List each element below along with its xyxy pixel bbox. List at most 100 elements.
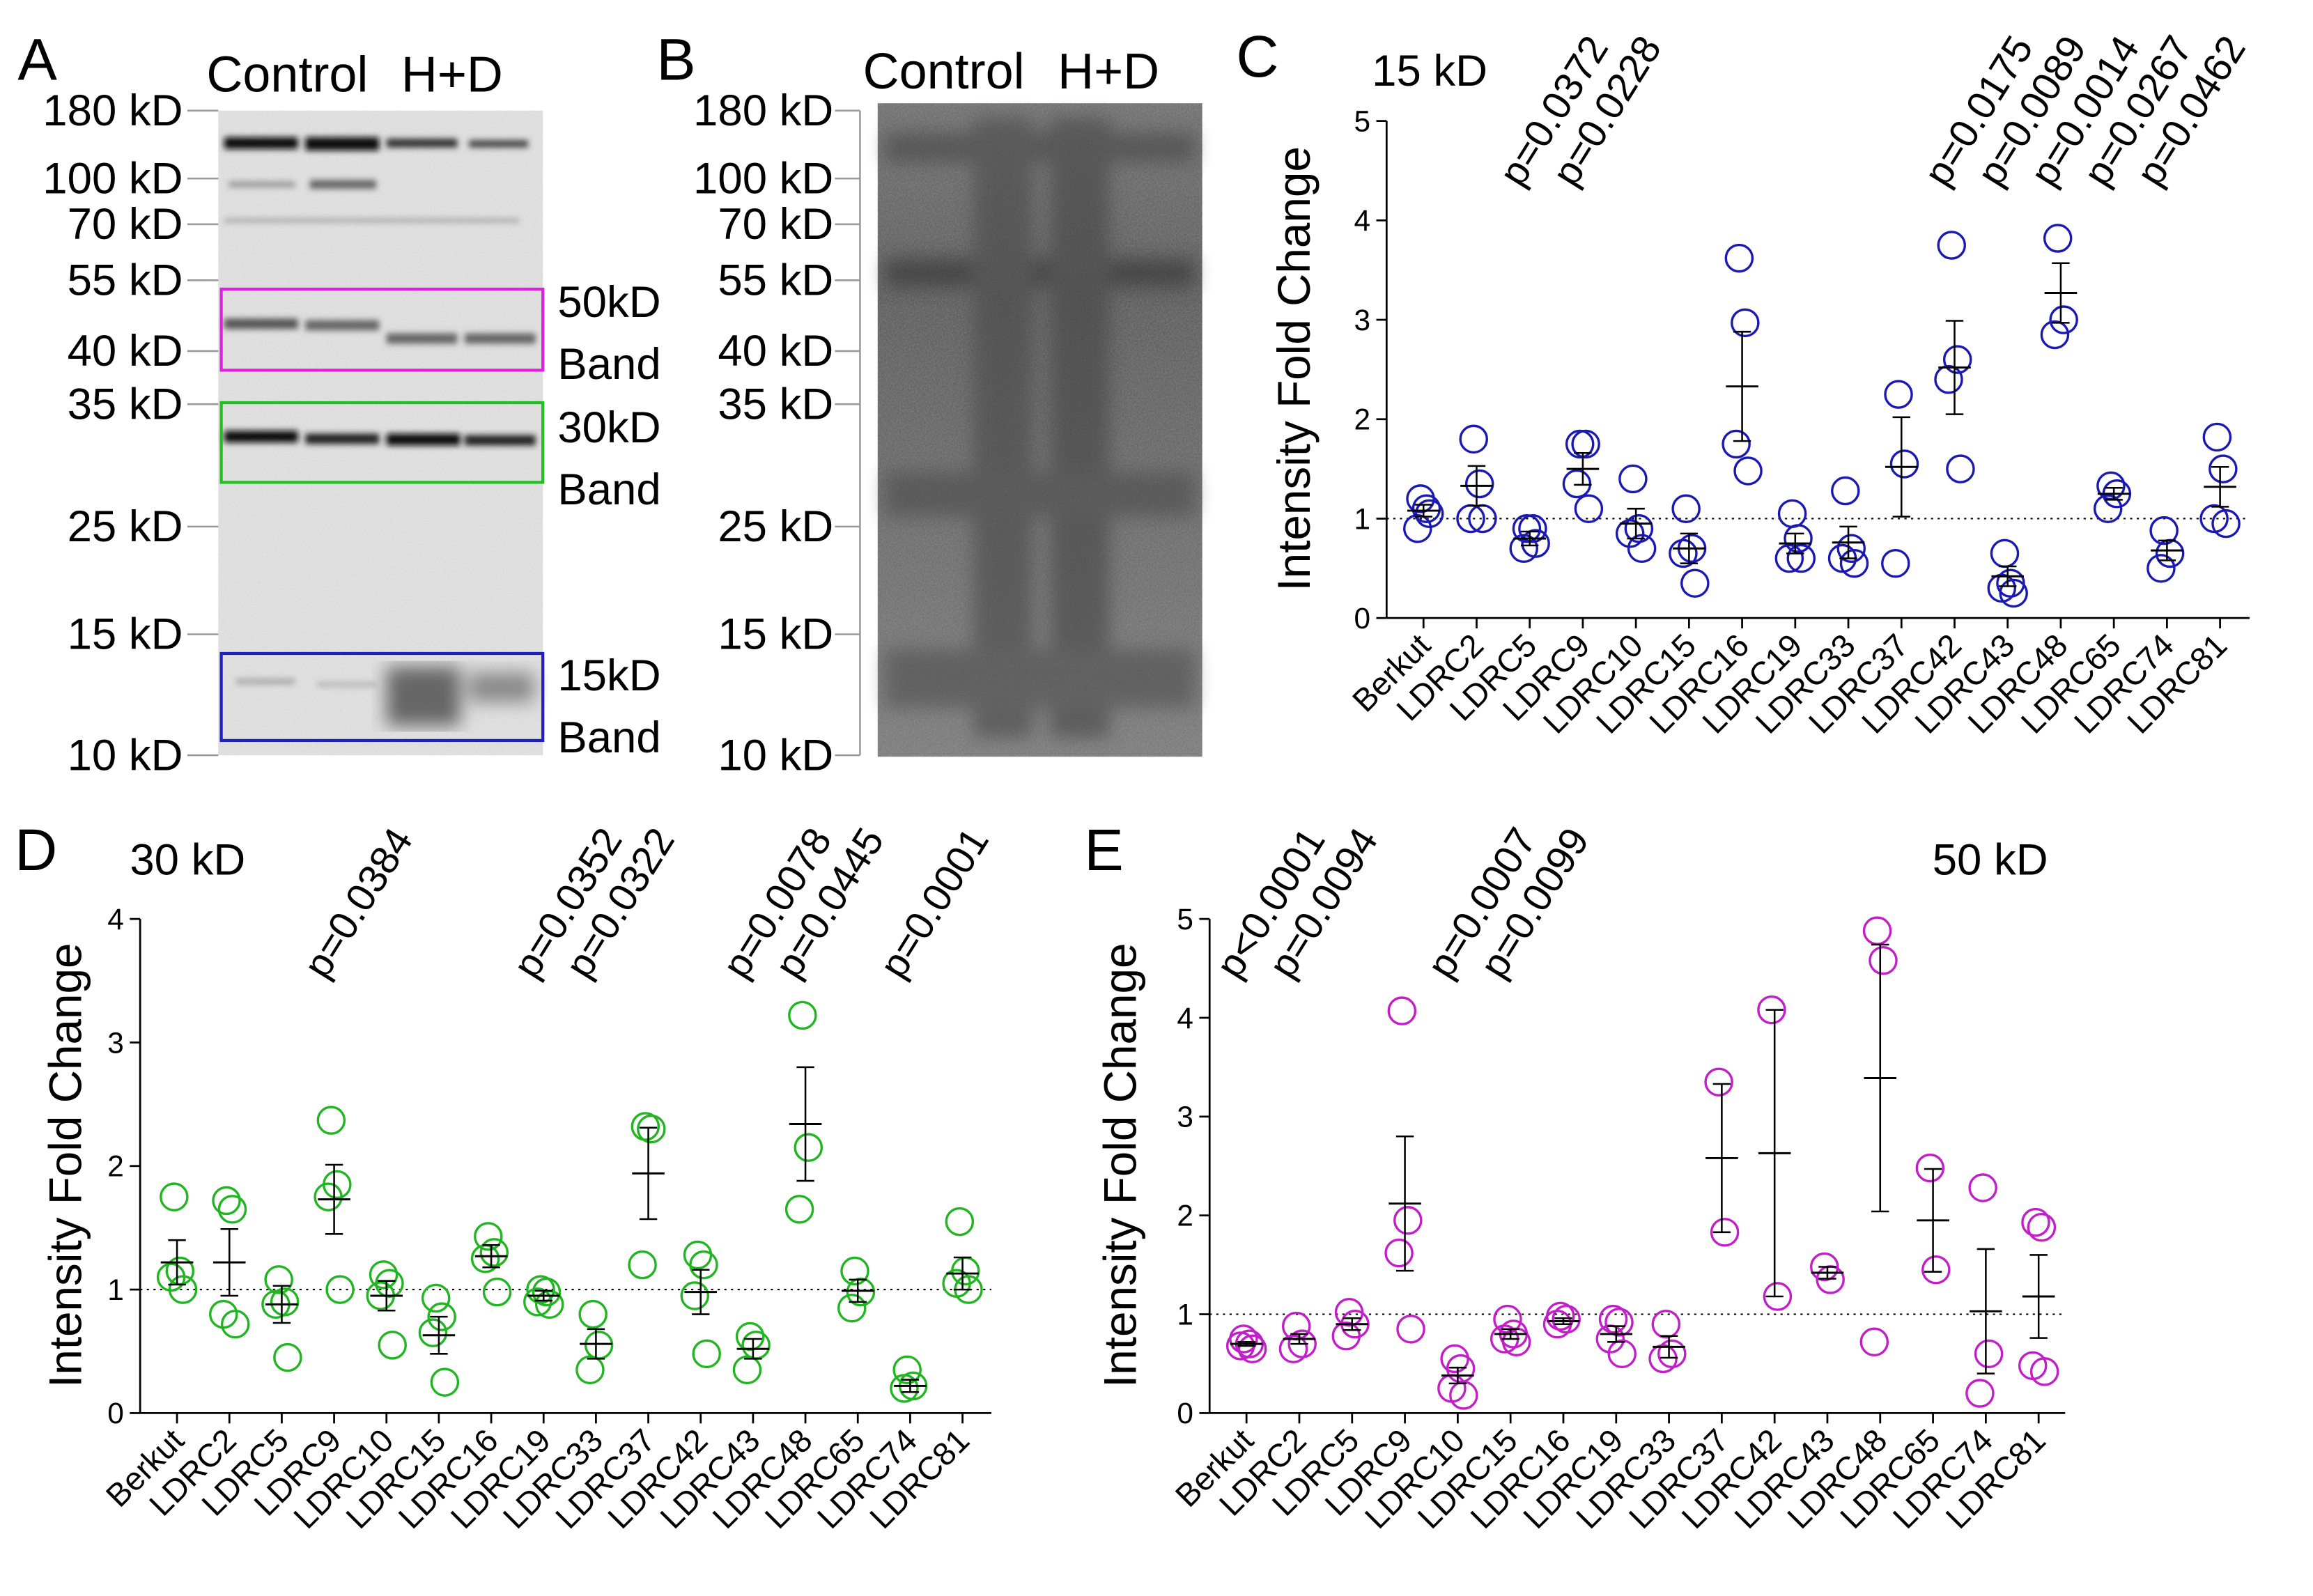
box-label: 50kD [557,277,660,327]
marker-label: 40 kD [68,326,183,375]
data-point [741,1331,771,1360]
data-point [2211,509,2241,539]
data-point [314,1182,343,1211]
data-point [1999,578,2028,608]
data-point [2027,1212,2057,1242]
data-point [628,1250,657,1280]
data-point [1784,524,1813,553]
data-point [2146,554,2176,583]
data-point [1449,1381,1478,1410]
y-tick-label: 0 [1354,602,1370,635]
data-point [1733,456,1763,486]
panel-letter: C [1236,23,1278,89]
data-point [2208,454,2238,483]
data-point [1396,1315,1425,1344]
data-point [1809,1252,1839,1282]
lane-label: H+D [1058,44,1159,100]
y-tick-label: 3 [107,1026,124,1059]
data-point [680,1281,710,1310]
marker-label: 180 kD [42,86,183,135]
data-point [846,1277,876,1307]
data-point [2043,224,2073,253]
data-point [1884,380,1913,409]
y-tick-label: 1 [1354,502,1370,535]
box-label: Band [557,713,660,762]
data-point [1889,449,1919,479]
data-point [1565,429,1595,459]
data-point [840,1256,869,1286]
data-point [1615,519,1645,548]
y-tick-label: 3 [1177,1101,1193,1133]
data-point [1862,916,1892,945]
y-tick-label: 4 [1177,1002,1193,1035]
data-point [1604,1308,1634,1337]
data-point [689,1250,718,1280]
data-point [168,1275,198,1304]
y-tick-label: 4 [1354,204,1370,237]
data-point [1648,1344,1678,1374]
data-point [1965,1379,1995,1408]
panel-letter: D [15,816,57,883]
y-tick-label: 1 [107,1273,124,1306]
data-point [735,1322,765,1351]
panel-letter: B [656,26,696,92]
data-point [1722,429,1751,459]
data-point [1393,1206,1423,1235]
chart-title: 15 kD [1372,46,1487,95]
marker-label: 10 kD [718,730,833,780]
marker-label: 70 kD [68,199,183,249]
data-point [1618,464,1648,494]
data-point [1512,513,1542,543]
marker-label: 180 kD [693,86,833,135]
y-tick-label: 2 [107,1150,124,1183]
data-point [1731,308,1760,338]
data-point [264,1265,293,1294]
box-label: Band [557,339,660,389]
data-point [316,1106,346,1135]
data-point [788,1000,817,1030]
data-point [1387,996,1417,1025]
marker-label: 55 kD [718,255,833,304]
data-point [1786,543,1816,573]
data-point [584,1331,614,1360]
data-point [637,1114,666,1144]
data-point [837,1293,867,1323]
data-point [369,1260,399,1289]
data-point [1671,494,1701,523]
data-point [1710,1218,1740,1247]
data-point [1651,1310,1681,1339]
y-tick-label: 0 [1177,1397,1193,1430]
data-point [1459,424,1488,454]
data-point [1859,1327,1889,1357]
data-point [1763,1282,1793,1311]
marker-label: 10 kD [68,730,183,780]
lane-label: H+D [401,47,503,102]
data-point [212,1186,241,1216]
marker-label: 25 kD [68,502,183,551]
box-label: 30kD [557,403,660,452]
data-point [273,1342,302,1372]
data-point [1680,568,1710,598]
marker-label: 25 kD [718,502,833,551]
data-point [1331,1322,1361,1351]
data-point [1921,1255,1951,1285]
data-point [532,1277,562,1307]
data-point [1403,513,1432,543]
data-point [220,1310,250,1339]
data-point [1774,543,1804,573]
data-point [578,1299,608,1329]
data-point [482,1277,512,1307]
y-tick-label: 0 [107,1397,124,1430]
data-point [1627,534,1657,564]
data-point [2149,516,2179,545]
lane-label: Control [206,47,368,102]
y-tick-label: 5 [1177,903,1193,936]
data-point [1278,1334,1308,1363]
marker-label: 40 kD [718,326,833,375]
data-point [1990,539,2020,568]
data-point [575,1355,605,1385]
data-point [523,1287,552,1317]
marker-label: 15 kD [68,610,183,659]
